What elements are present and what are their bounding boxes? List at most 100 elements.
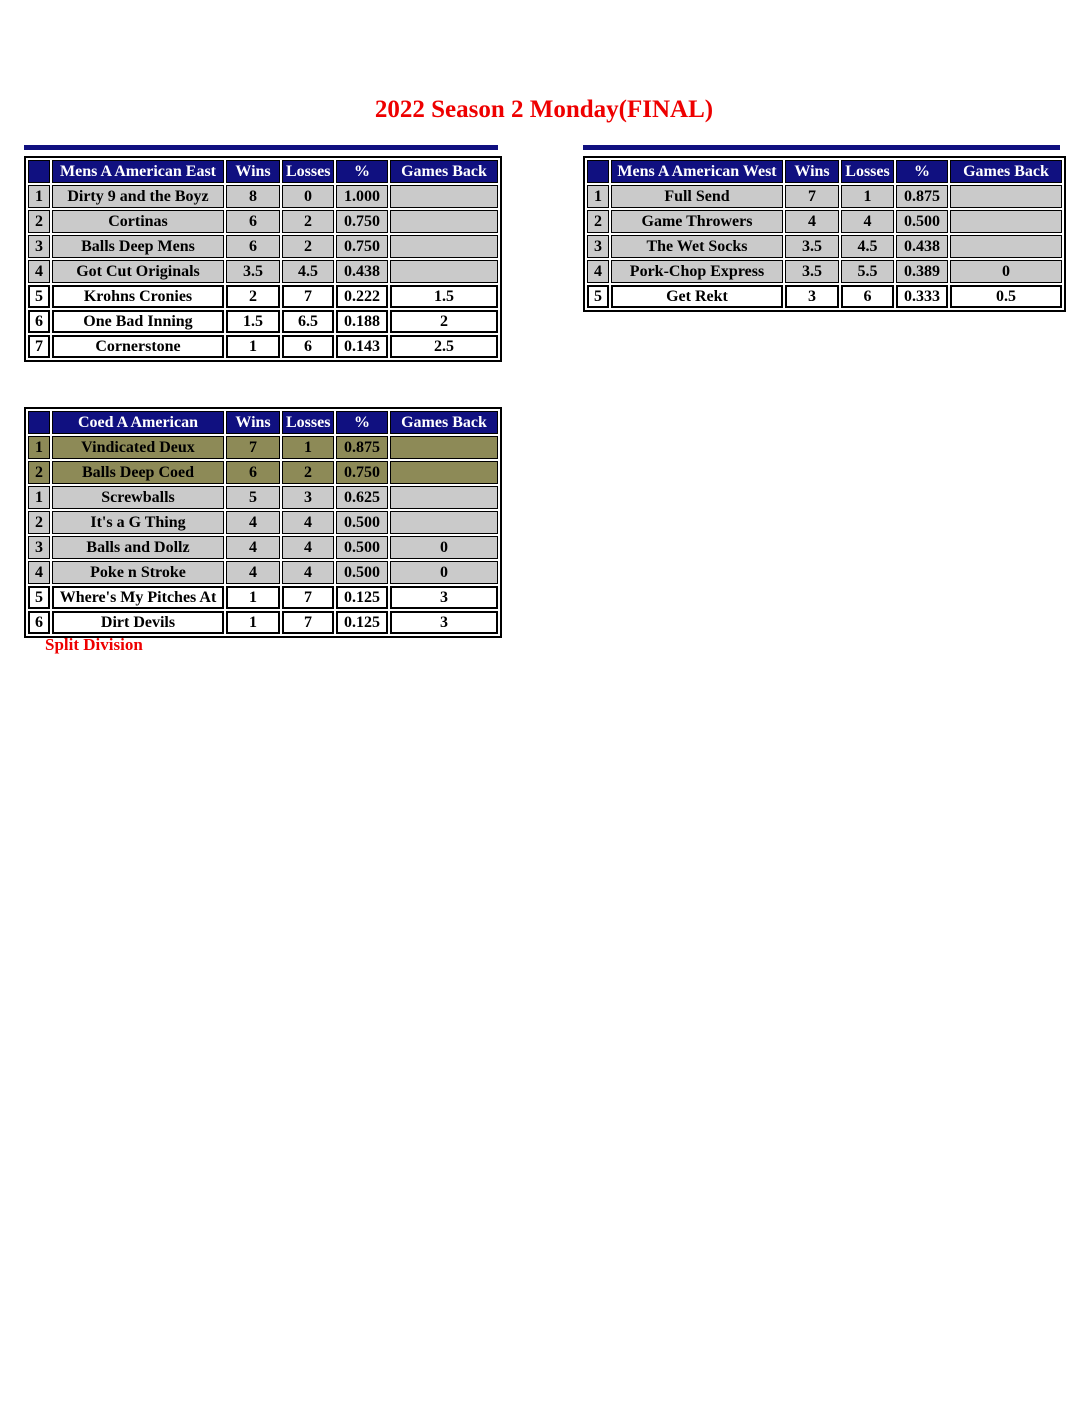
standings-row: 3 Balls and Dollz 4 4 0.500 0 — [28, 536, 498, 559]
losses-column-header: Losses — [282, 160, 334, 183]
wins-column-header: Wins — [785, 160, 839, 183]
games-back-cell — [390, 235, 498, 258]
losses-cell: 1 — [841, 185, 894, 208]
losses-cell: 4.5 — [841, 235, 894, 258]
standings-table-coed: Coed A American Wins Losses % Games Back… — [24, 407, 502, 638]
rank-cell: 7 — [28, 335, 50, 358]
pct-cell: 0.143 — [336, 335, 388, 358]
pct-cell: 0.875 — [336, 436, 388, 459]
standings-row: 1 Screwballs 5 3 0.625 — [28, 486, 498, 509]
losses-cell: 6 — [841, 285, 894, 308]
standings-row: 1 Vindicated Deux 7 1 0.875 — [28, 436, 498, 459]
games-back-cell: 2.5 — [390, 335, 498, 358]
losses-cell: 4 — [282, 561, 334, 584]
rank-cell: 2 — [28, 461, 50, 484]
standings-row: 3 The Wet Socks 3.5 4.5 0.438 — [587, 235, 1062, 258]
games-back-cell: 3 — [390, 586, 498, 609]
header-row: Mens A American East Wins Losses % Games… — [28, 160, 498, 183]
pct-cell: 0.500 — [336, 511, 388, 534]
games-back-column-header: Games Back — [390, 160, 498, 183]
wins-cell: 4 — [226, 511, 280, 534]
wins-cell: 3 — [785, 285, 839, 308]
pct-cell: 0.188 — [336, 310, 388, 333]
losses-cell: 4 — [282, 511, 334, 534]
team-cell: Balls Deep Mens — [52, 235, 224, 258]
rank-column-header — [28, 160, 50, 183]
wins-cell: 4 — [785, 210, 839, 233]
team-cell: Dirty 9 and the Boyz — [52, 185, 224, 208]
wins-cell: 2 — [226, 285, 280, 308]
team-cell: Balls Deep Coed — [52, 461, 224, 484]
losses-cell: 0 — [282, 185, 334, 208]
team-cell: It's a G Thing — [52, 511, 224, 534]
pct-cell: 0.875 — [896, 185, 948, 208]
standings-row: 2 Game Throwers 4 4 0.500 — [587, 210, 1062, 233]
team-cell: Got Cut Originals — [52, 260, 224, 283]
standings-row: 4 Pork-Chop Express 3.5 5.5 0.389 0 — [587, 260, 1062, 283]
games-back-cell — [950, 185, 1062, 208]
pct-cell: 0.750 — [336, 235, 388, 258]
standings-row: 5 Krohns Cronies 2 7 0.222 1.5 — [28, 285, 498, 308]
standings-table-west: Mens A American West Wins Losses % Games… — [583, 145, 1066, 312]
games-back-column-header: Games Back — [390, 411, 498, 434]
pct-cell: 0.500 — [336, 536, 388, 559]
team-cell: Poke n Stroke — [52, 561, 224, 584]
standings-row: 2 Balls Deep Coed 6 2 0.750 — [28, 461, 498, 484]
games-back-cell — [390, 511, 498, 534]
rank-column-header — [28, 411, 50, 434]
games-back-cell: 0 — [390, 536, 498, 559]
losses-cell: 3 — [282, 486, 334, 509]
rank-cell: 1 — [587, 185, 609, 208]
standings-table: Mens A American East Wins Losses % Games… — [24, 156, 502, 362]
games-back-column-header: Games Back — [950, 160, 1062, 183]
games-back-cell — [390, 461, 498, 484]
rank-cell: 6 — [28, 310, 50, 333]
team-cell: Balls and Dollz — [52, 536, 224, 559]
games-back-cell: 0.5 — [950, 285, 1062, 308]
page-title: 2022 Season 2 Monday(FINAL) — [374, 96, 714, 123]
rank-cell: 5 — [587, 285, 609, 308]
wins-cell: 1 — [226, 586, 280, 609]
header-row: Coed A American Wins Losses % Games Back — [28, 411, 498, 434]
rank-cell: 4 — [28, 561, 50, 584]
rank-cell: 6 — [28, 611, 50, 634]
wins-cell: 8 — [226, 185, 280, 208]
pct-cell: 0.500 — [336, 561, 388, 584]
losses-cell: 7 — [282, 285, 334, 308]
standings-row: 2 Cortinas 6 2 0.750 — [28, 210, 498, 233]
pct-cell: 1.000 — [336, 185, 388, 208]
games-back-cell — [950, 235, 1062, 258]
wins-cell: 1.5 — [226, 310, 280, 333]
standings-row: 6 One Bad Inning 1.5 6.5 0.188 2 — [28, 310, 498, 333]
table-top-strip — [24, 145, 498, 150]
losses-cell: 7 — [282, 611, 334, 634]
rank-cell: 3 — [28, 536, 50, 559]
rank-cell: 4 — [28, 260, 50, 283]
pct-cell: 0.750 — [336, 210, 388, 233]
losses-cell: 4 — [841, 210, 894, 233]
pct-cell: 0.125 — [336, 586, 388, 609]
standings-row: 1 Full Send 7 1 0.875 — [587, 185, 1062, 208]
rank-cell: 2 — [587, 210, 609, 233]
wins-cell: 3.5 — [785, 235, 839, 258]
losses-cell: 5.5 — [841, 260, 894, 283]
pct-column-header: % — [336, 411, 388, 434]
games-back-cell: 3 — [390, 611, 498, 634]
team-cell: Where's My Pitches At — [52, 586, 224, 609]
rank-cell: 3 — [28, 235, 50, 258]
standings-table: Coed A American Wins Losses % Games Back… — [24, 407, 502, 638]
wins-cell: 3.5 — [226, 260, 280, 283]
losses-column-header: Losses — [282, 411, 334, 434]
games-back-cell — [390, 185, 498, 208]
losses-cell: 4.5 — [282, 260, 334, 283]
wins-cell: 3.5 — [785, 260, 839, 283]
pct-cell: 0.500 — [896, 210, 948, 233]
standings-row: 5 Get Rekt 3 6 0.333 0.5 — [587, 285, 1062, 308]
team-cell: Game Throwers — [611, 210, 783, 233]
wins-cell: 7 — [226, 436, 280, 459]
rank-column-header — [587, 160, 609, 183]
games-back-cell: 1.5 — [390, 285, 498, 308]
standings-row: 2 It's a G Thing 4 4 0.500 — [28, 511, 498, 534]
losses-cell: 1 — [282, 436, 334, 459]
